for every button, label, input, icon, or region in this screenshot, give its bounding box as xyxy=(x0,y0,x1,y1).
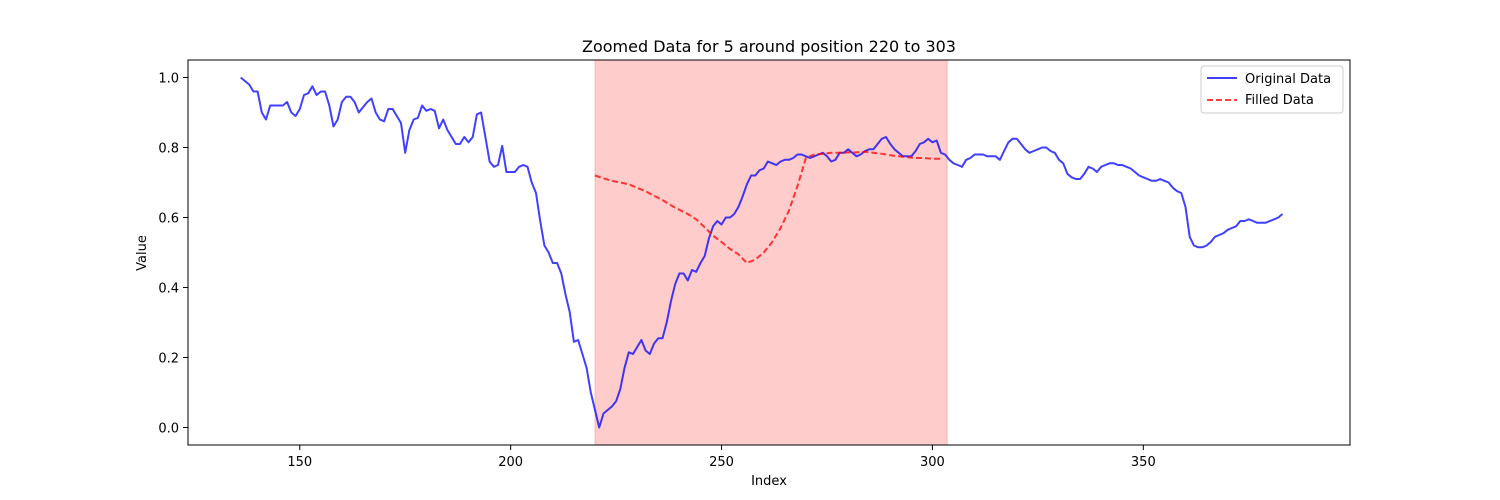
x-tick-label: 150 xyxy=(287,455,312,470)
x-tick-label: 300 xyxy=(920,455,945,470)
x-tick-label: 200 xyxy=(498,455,523,470)
y-tick-label: 0.2 xyxy=(158,352,179,367)
x-tick-label: 350 xyxy=(1131,455,1156,470)
y-tick-label: 1.0 xyxy=(158,72,179,87)
y-axis-label: Value xyxy=(135,235,150,271)
series-line-original-data xyxy=(240,76,1284,429)
y-tick-label: 0.0 xyxy=(158,422,179,437)
axes-frame xyxy=(187,59,1351,446)
y-tick-label: 0.8 xyxy=(158,142,179,157)
x-tick-label: 250 xyxy=(709,455,734,470)
highlight-region xyxy=(594,59,948,446)
x-axis-label: Index xyxy=(751,474,787,489)
y-tick-label: 0.6 xyxy=(158,212,179,227)
y-tick-label: 0.4 xyxy=(158,282,179,297)
legend-label-original-data: Original Data xyxy=(1245,72,1331,87)
series-line-filled-data xyxy=(594,150,941,264)
legend-label-filled-data: Filled Data xyxy=(1245,93,1314,108)
legend: Original Data Filled Data xyxy=(1200,65,1344,114)
chart-title: Zoomed Data for 5 around position 220 to… xyxy=(582,37,956,56)
